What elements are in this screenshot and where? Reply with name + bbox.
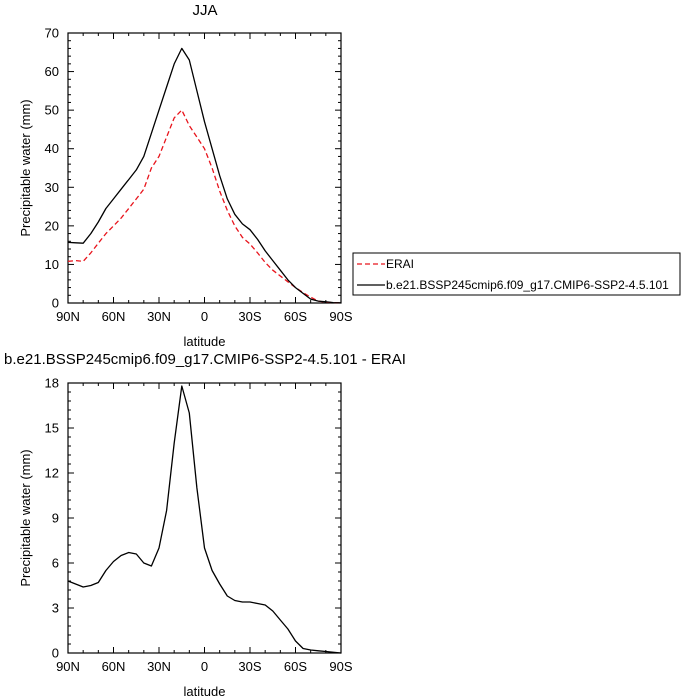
x-tick-label: 60N <box>102 309 126 324</box>
x-tick-label: 30N <box>147 659 171 674</box>
y-tick-label: 12 <box>45 466 59 481</box>
x-tick-label: 60S <box>284 659 307 674</box>
x-tick-label: 60N <box>102 659 126 674</box>
y-tick-label: 9 <box>52 511 59 526</box>
difference-series-line <box>67 385 342 654</box>
x-tick-label: 0 <box>201 659 208 674</box>
top-y-axis-label: Precipitable water (mm) <box>18 99 33 236</box>
y-tick-label: 0 <box>52 296 59 311</box>
y-tick-label: 20 <box>45 218 59 233</box>
legend-box <box>352 252 681 296</box>
y-tick-label: 50 <box>45 103 59 118</box>
bottom-ticks: 90N 60N 30N 0 30S 60S 90S 0 3 6 9 12 15 18 <box>45 376 353 675</box>
bottom-plot-frame <box>67 382 342 654</box>
y-tick-label: 3 <box>52 601 59 616</box>
model-series-line <box>67 47 342 304</box>
bottom-y-axis-label: Precipitable water (mm) <box>18 449 33 586</box>
y-tick-label: 0 <box>52 646 59 661</box>
y-tick-label: 18 <box>45 376 59 391</box>
x-tick-label: 90S <box>329 659 352 674</box>
y-tick-label: 30 <box>45 180 59 195</box>
bottom-series-lines <box>67 385 342 654</box>
x-tick-label: 90N <box>56 659 80 674</box>
y-tick-label: 6 <box>52 556 59 571</box>
legend-erai-label: ERAI <box>386 257 414 271</box>
x-tick-label: 90N <box>56 309 80 324</box>
x-tick-label: 60S <box>284 309 307 324</box>
top-plot-frame <box>67 32 342 304</box>
y-tick-label: 40 <box>45 141 59 156</box>
x-tick-label: 0 <box>201 309 208 324</box>
top-chart: JJA latitude Precipitable water (mm) 90N… <box>18 2 353 349</box>
top-series-lines <box>67 47 342 304</box>
y-tick-label: 10 <box>45 257 59 272</box>
x-tick-label: 90S <box>329 309 352 324</box>
bottom-x-axis-label: latitude <box>184 684 226 699</box>
y-tick-label: 70 <box>45 26 59 41</box>
top-chart-title: JJA <box>192 2 217 19</box>
legend: ERAI b.e21.BSSP245cmip6.f09_g17.CMIP6-SS… <box>352 252 681 296</box>
erai-series-line <box>67 109 342 304</box>
y-tick-label: 60 <box>45 64 59 79</box>
top-x-axis-label: latitude <box>184 334 226 349</box>
bottom-chart: b.e21.BSSP245cmip6.f09_g17.CMIP6-SSP2-4.… <box>4 351 406 699</box>
x-tick-label: 30S <box>238 659 261 674</box>
legend-model-label: b.e21.BSSP245cmip6.f09_g17.CMIP6-SSP2-4.… <box>386 278 669 292</box>
bottom-chart-title: b.e21.BSSP245cmip6.f09_g17.CMIP6-SSP2-4.… <box>4 351 406 368</box>
x-tick-label: 30S <box>238 309 261 324</box>
y-tick-label: 15 <box>45 421 59 436</box>
top-ticks: 90N 60N 30N 0 30S 60S 90S 0 10 20 30 40 50 60 70 <box>45 26 353 325</box>
x-tick-label: 30N <box>147 309 171 324</box>
